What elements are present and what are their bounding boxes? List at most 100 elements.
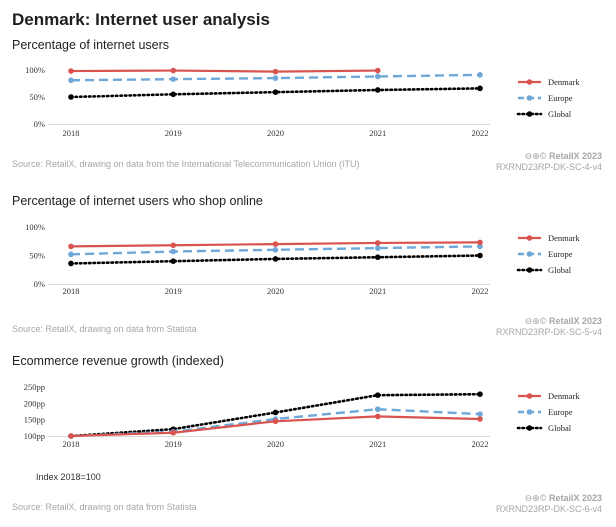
source-note: Source: RetailX, drawing on data from St… — [12, 502, 197, 512]
x-tick-label: 2022 — [472, 439, 489, 449]
data-point-denmark — [272, 68, 279, 75]
chart-section-online-shoppers: Percentage of internet users who shop on… — [0, 194, 616, 339]
data-point-europe — [170, 76, 177, 82]
source-note: Source: RetailX, drawing on data from St… — [12, 324, 197, 334]
x-tick-label: 2020 — [267, 286, 284, 296]
chart-title: Percentage of internet users who shop on… — [12, 194, 263, 208]
legend-marker-denmark — [526, 235, 533, 241]
data-point-global — [374, 392, 381, 398]
y-tick-label: 100% — [25, 65, 45, 75]
chart-section-revenue-growth: Ecommerce revenue growth (indexed) 100pp… — [0, 354, 616, 522]
data-point-denmark — [272, 241, 279, 247]
legend-marker-denmark — [526, 393, 533, 399]
legend-marker-europe — [526, 95, 533, 101]
legend-marker-europe — [526, 251, 533, 257]
copyright-icons: ⊖⊕© — [524, 493, 549, 503]
legend-label-denmark: Denmark — [548, 233, 580, 243]
y-tick-label: 0% — [34, 279, 45, 289]
data-point-denmark — [68, 433, 74, 439]
data-point-europe — [374, 73, 381, 80]
data-point-europe — [68, 77, 74, 84]
data-point-global — [272, 409, 279, 416]
data-point-global — [272, 256, 279, 262]
data-point-denmark — [374, 413, 381, 420]
legend-label-global: Global — [548, 109, 572, 119]
x-tick-label: 2020 — [267, 128, 284, 138]
legend-label-europe: Europe — [548, 249, 573, 259]
data-point-global — [170, 91, 177, 98]
x-tick-label: 2018 — [63, 128, 80, 138]
data-point-global — [374, 87, 381, 93]
source-note: Source: RetailX, drawing on data from th… — [12, 159, 360, 169]
legend-marker-global — [526, 267, 533, 273]
chart-online-shoppers: 0% 50% 100% 2018 2019 2020 2021 2022 Denmark Euro… — [25, 222, 580, 296]
page-title: Denmark: Internet user analysis — [12, 10, 270, 29]
brand-credit: ⊖⊕© RetailX 2023 RXRND23RP-DK-SC-5-v4 — [496, 316, 602, 338]
x-tick-label: 2021 — [369, 286, 386, 296]
y-tick-label: 50% — [29, 92, 45, 102]
legend-marker-global — [526, 425, 533, 431]
y-tick-label: 50% — [29, 251, 45, 261]
chart-title: Ecommerce revenue growth (indexed) — [12, 354, 224, 368]
legend-marker-denmark — [526, 79, 533, 85]
data-point-global — [170, 258, 177, 264]
legend-label-europe: Europe — [548, 93, 573, 103]
x-tick-label: 2022 — [472, 128, 489, 138]
y-tick-label: 0% — [34, 119, 45, 129]
data-point-europe — [170, 248, 177, 255]
brand-label: RetailX 2023 — [548, 493, 602, 503]
data-point-global — [68, 94, 74, 100]
data-point-global — [374, 254, 381, 261]
x-tick-label: 2022 — [472, 286, 489, 296]
chart-section-internet-users: Percentage of internet users 0% 50% 100% 20… — [0, 38, 616, 178]
legend-label-europe: Europe — [548, 407, 573, 417]
chart-code: RXRND23RP-DK-SC-4-v4 — [495, 162, 602, 172]
y-tick-label: 150pp — [24, 415, 45, 425]
data-point-europe — [272, 75, 279, 81]
data-point-denmark — [272, 418, 279, 425]
y-tick-label: 100% — [25, 222, 45, 232]
chart-code: RXRND23RP-DK-SC-6-v4 — [495, 504, 602, 514]
data-point-denmark — [477, 416, 483, 422]
data-point-europe — [374, 245, 381, 251]
legend-label-denmark: Denmark — [548, 77, 580, 87]
chart-code: RXRND23RP-DK-SC-5-v4 — [495, 327, 602, 337]
legend-label-global: Global — [548, 423, 572, 433]
x-tick-label: 2019 — [165, 286, 182, 296]
chart-internet-users: 0% 50% 100% 2018 2019 2020 2021 2022 Denmark Euro… — [25, 65, 580, 138]
data-point-europe — [68, 251, 74, 258]
y-tick-label: 200pp — [24, 398, 45, 408]
chart-revenue-growth: 100pp 150pp 200pp 250pp 2018 2019 2020 2021 2022… — [24, 382, 581, 449]
data-point-europe — [374, 406, 381, 413]
data-point-europe — [477, 243, 483, 250]
data-point-europe — [272, 247, 279, 253]
brand-credit: ⊖⊕© RetailX 2023 RXRND23RP-DK-SC-6-v4 — [496, 493, 602, 515]
data-point-global — [477, 85, 483, 92]
data-point-denmark — [68, 68, 74, 74]
x-tick-label: 2019 — [165, 439, 182, 449]
series-line-denmark — [70, 69, 378, 73]
data-point-denmark — [374, 67, 381, 74]
legend-label-denmark: Denmark — [548, 391, 580, 401]
data-point-europe — [477, 72, 483, 78]
y-tick-label: 250pp — [24, 382, 45, 392]
chart-title: Percentage of internet users — [12, 38, 170, 52]
y-tick-label: 100pp — [24, 431, 45, 441]
copyright-icons: ⊖⊕© — [524, 316, 549, 326]
brand-label: RetailX 2023 — [548, 316, 602, 326]
data-point-denmark — [374, 240, 381, 246]
x-tick-label: 2018 — [63, 439, 80, 449]
x-tick-label: 2021 — [369, 439, 386, 449]
brand-label: RetailX 2023 — [548, 151, 602, 161]
data-point-denmark — [170, 429, 177, 436]
data-point-global — [477, 252, 483, 259]
copyright-icons: ⊖⊕© — [524, 151, 549, 161]
legend-label-global: Global — [548, 265, 572, 275]
data-point-denmark — [477, 239, 483, 246]
legend-marker-europe — [526, 409, 533, 415]
data-point-europe — [477, 411, 483, 417]
data-point-global — [68, 260, 74, 267]
x-tick-label: 2019 — [165, 128, 182, 138]
brand-credit: ⊖⊕© RetailX 2023 RXRND23RP-DK-SC-4-v4 — [496, 151, 602, 173]
data-point-global — [272, 89, 279, 95]
